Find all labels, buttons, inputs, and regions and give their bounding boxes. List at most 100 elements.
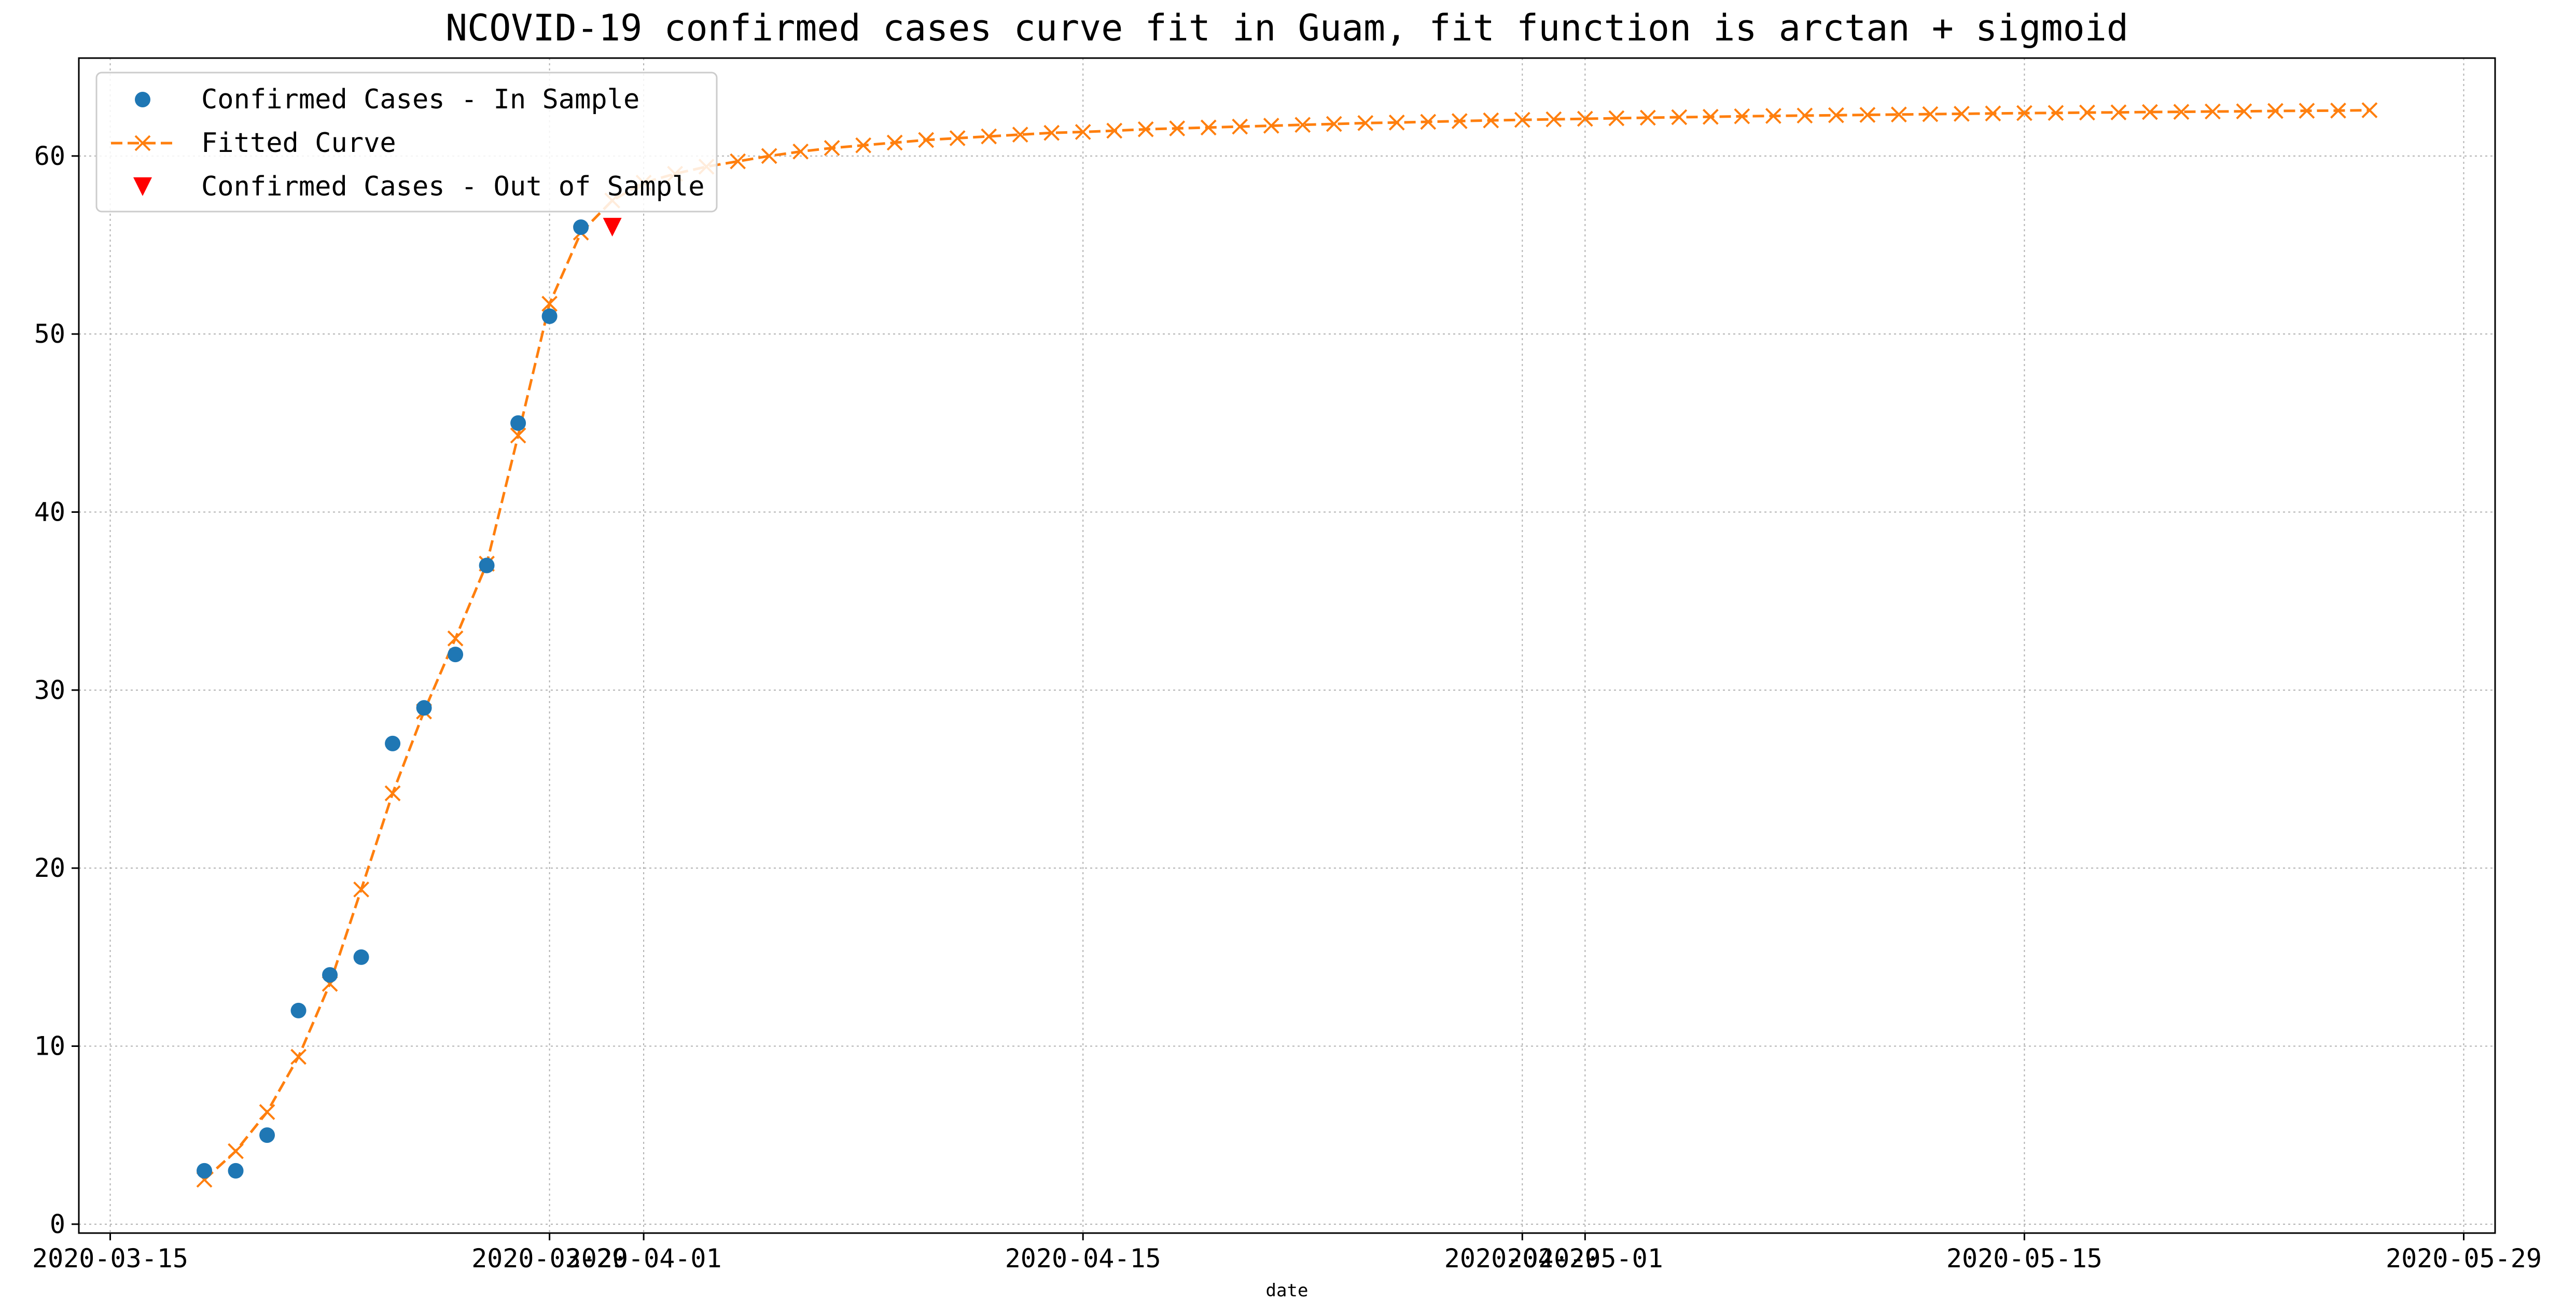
y-axis-ticks: 0 10 20 30 40 50 60 [34, 141, 79, 1239]
fitted-point [1075, 124, 1091, 140]
marker-stroke [2361, 102, 2378, 119]
fitted-point [1702, 108, 1719, 125]
marker-stroke [1137, 121, 1154, 137]
in-sample-point [322, 967, 338, 983]
legend-label: Confirmed Cases - In Sample [201, 84, 639, 115]
fitted-point [886, 134, 903, 151]
fitted-point [1577, 110, 1593, 127]
marker-stroke [1263, 118, 1279, 134]
marker-stroke [1420, 114, 1437, 130]
marker-stroke [1232, 118, 1248, 135]
marker-stroke [447, 630, 464, 647]
marker-stroke [2236, 103, 2252, 120]
marker-stroke [2142, 104, 2158, 120]
grid [79, 58, 2495, 1233]
x-axis-label: date [1266, 1280, 1308, 1301]
fitted-point [1859, 107, 1876, 123]
fitted-point [1671, 109, 1688, 125]
marker-stroke [2110, 104, 2127, 121]
fitted-point [1012, 127, 1028, 143]
fitted-point [2016, 105, 2032, 121]
fitted-point [384, 785, 401, 802]
in-sample-point [510, 415, 526, 431]
x-tick-label: 2020-03-29 [471, 1243, 628, 1274]
series-0 [197, 219, 589, 1179]
out-of-sample-point [603, 218, 622, 237]
in-sample-point [228, 1163, 244, 1179]
marker-stroke [290, 1048, 307, 1065]
legend: Confirmed Cases - In Sample Fitted Curve C… [95, 72, 718, 213]
marker-stroke [1953, 106, 1970, 122]
legend-entry: Confirmed Cases - Out of Sample [133, 171, 705, 202]
marker-stroke [1859, 107, 1876, 123]
in-sample-point [541, 308, 558, 324]
marker-stroke [1451, 113, 1468, 129]
fitted-point [2330, 102, 2346, 119]
marker-stroke [2299, 103, 2315, 119]
fitted-point [290, 1048, 307, 1065]
plot-frame [78, 57, 2496, 1234]
fitted-point [792, 143, 809, 160]
fitted-point [1420, 114, 1437, 130]
in-sample-point [416, 700, 432, 716]
y-tick-label: 20 [34, 853, 65, 883]
marker-stroke [792, 143, 809, 160]
marker-stroke [1671, 109, 1688, 125]
in-sample-point [353, 949, 369, 965]
marker-stroke [2016, 105, 2032, 121]
x-tick-label: 2020-04-01 [566, 1243, 722, 1274]
fitted-point [1263, 118, 1279, 134]
marker-stroke [353, 881, 369, 898]
fitted-point [2173, 104, 2190, 120]
fitted-point [1922, 106, 1939, 122]
marker-stroke [2330, 102, 2346, 119]
x-tick-label: 2020-04-15 [1005, 1243, 1161, 1274]
marker-stroke [1012, 127, 1028, 143]
fitted-point [2299, 103, 2315, 119]
marker-stroke [510, 427, 526, 444]
marker-stroke [1797, 107, 1813, 124]
y-tick-label: 0 [50, 1209, 65, 1239]
fitted-point [541, 296, 558, 312]
marker-stroke [1608, 110, 1625, 127]
marker-stroke [1922, 106, 1939, 122]
marker-stroke [134, 135, 151, 151]
in-sample-point [290, 1002, 307, 1018]
marker-stroke [2267, 103, 2283, 119]
legend-box [95, 72, 718, 213]
marker-stroke [855, 137, 872, 153]
fitted-point [1294, 117, 1311, 133]
fitted-point [1106, 122, 1123, 139]
fitted-point [1200, 119, 1217, 136]
fitted-point [1953, 106, 1970, 122]
marker-stroke [1577, 110, 1593, 127]
fitted-point [228, 1143, 244, 1159]
in-sample-point [448, 647, 464, 663]
y-tick-label: 50 [34, 319, 65, 349]
marker-stroke [1702, 108, 1719, 125]
y-tick-label: 10 [34, 1031, 65, 1061]
marker-stroke [1388, 114, 1405, 131]
fitted-point [2205, 103, 2221, 120]
fitted-point [1137, 121, 1154, 137]
x-tick-label: 2020-05-15 [1946, 1243, 2102, 1274]
fitted-point [1765, 108, 1781, 124]
marker-stroke [1639, 109, 1656, 126]
marker-stroke [1985, 105, 2001, 122]
marker-stroke [228, 1143, 244, 1159]
marker-stroke [1169, 120, 1186, 137]
fitted-point [1388, 114, 1405, 131]
marker-stroke [949, 130, 966, 146]
marker-stroke [1043, 124, 1060, 141]
fitted-point [730, 153, 746, 170]
fitted-point [855, 137, 872, 153]
fitted-point [949, 130, 966, 146]
series-layer [196, 102, 2378, 1188]
marker-stroke [1483, 112, 1499, 129]
in-sample-point [259, 1127, 275, 1143]
fitted-point [353, 881, 369, 898]
fitted-point [2110, 104, 2127, 121]
fitted-point [1043, 124, 1060, 141]
marker-stroke [1294, 117, 1311, 133]
